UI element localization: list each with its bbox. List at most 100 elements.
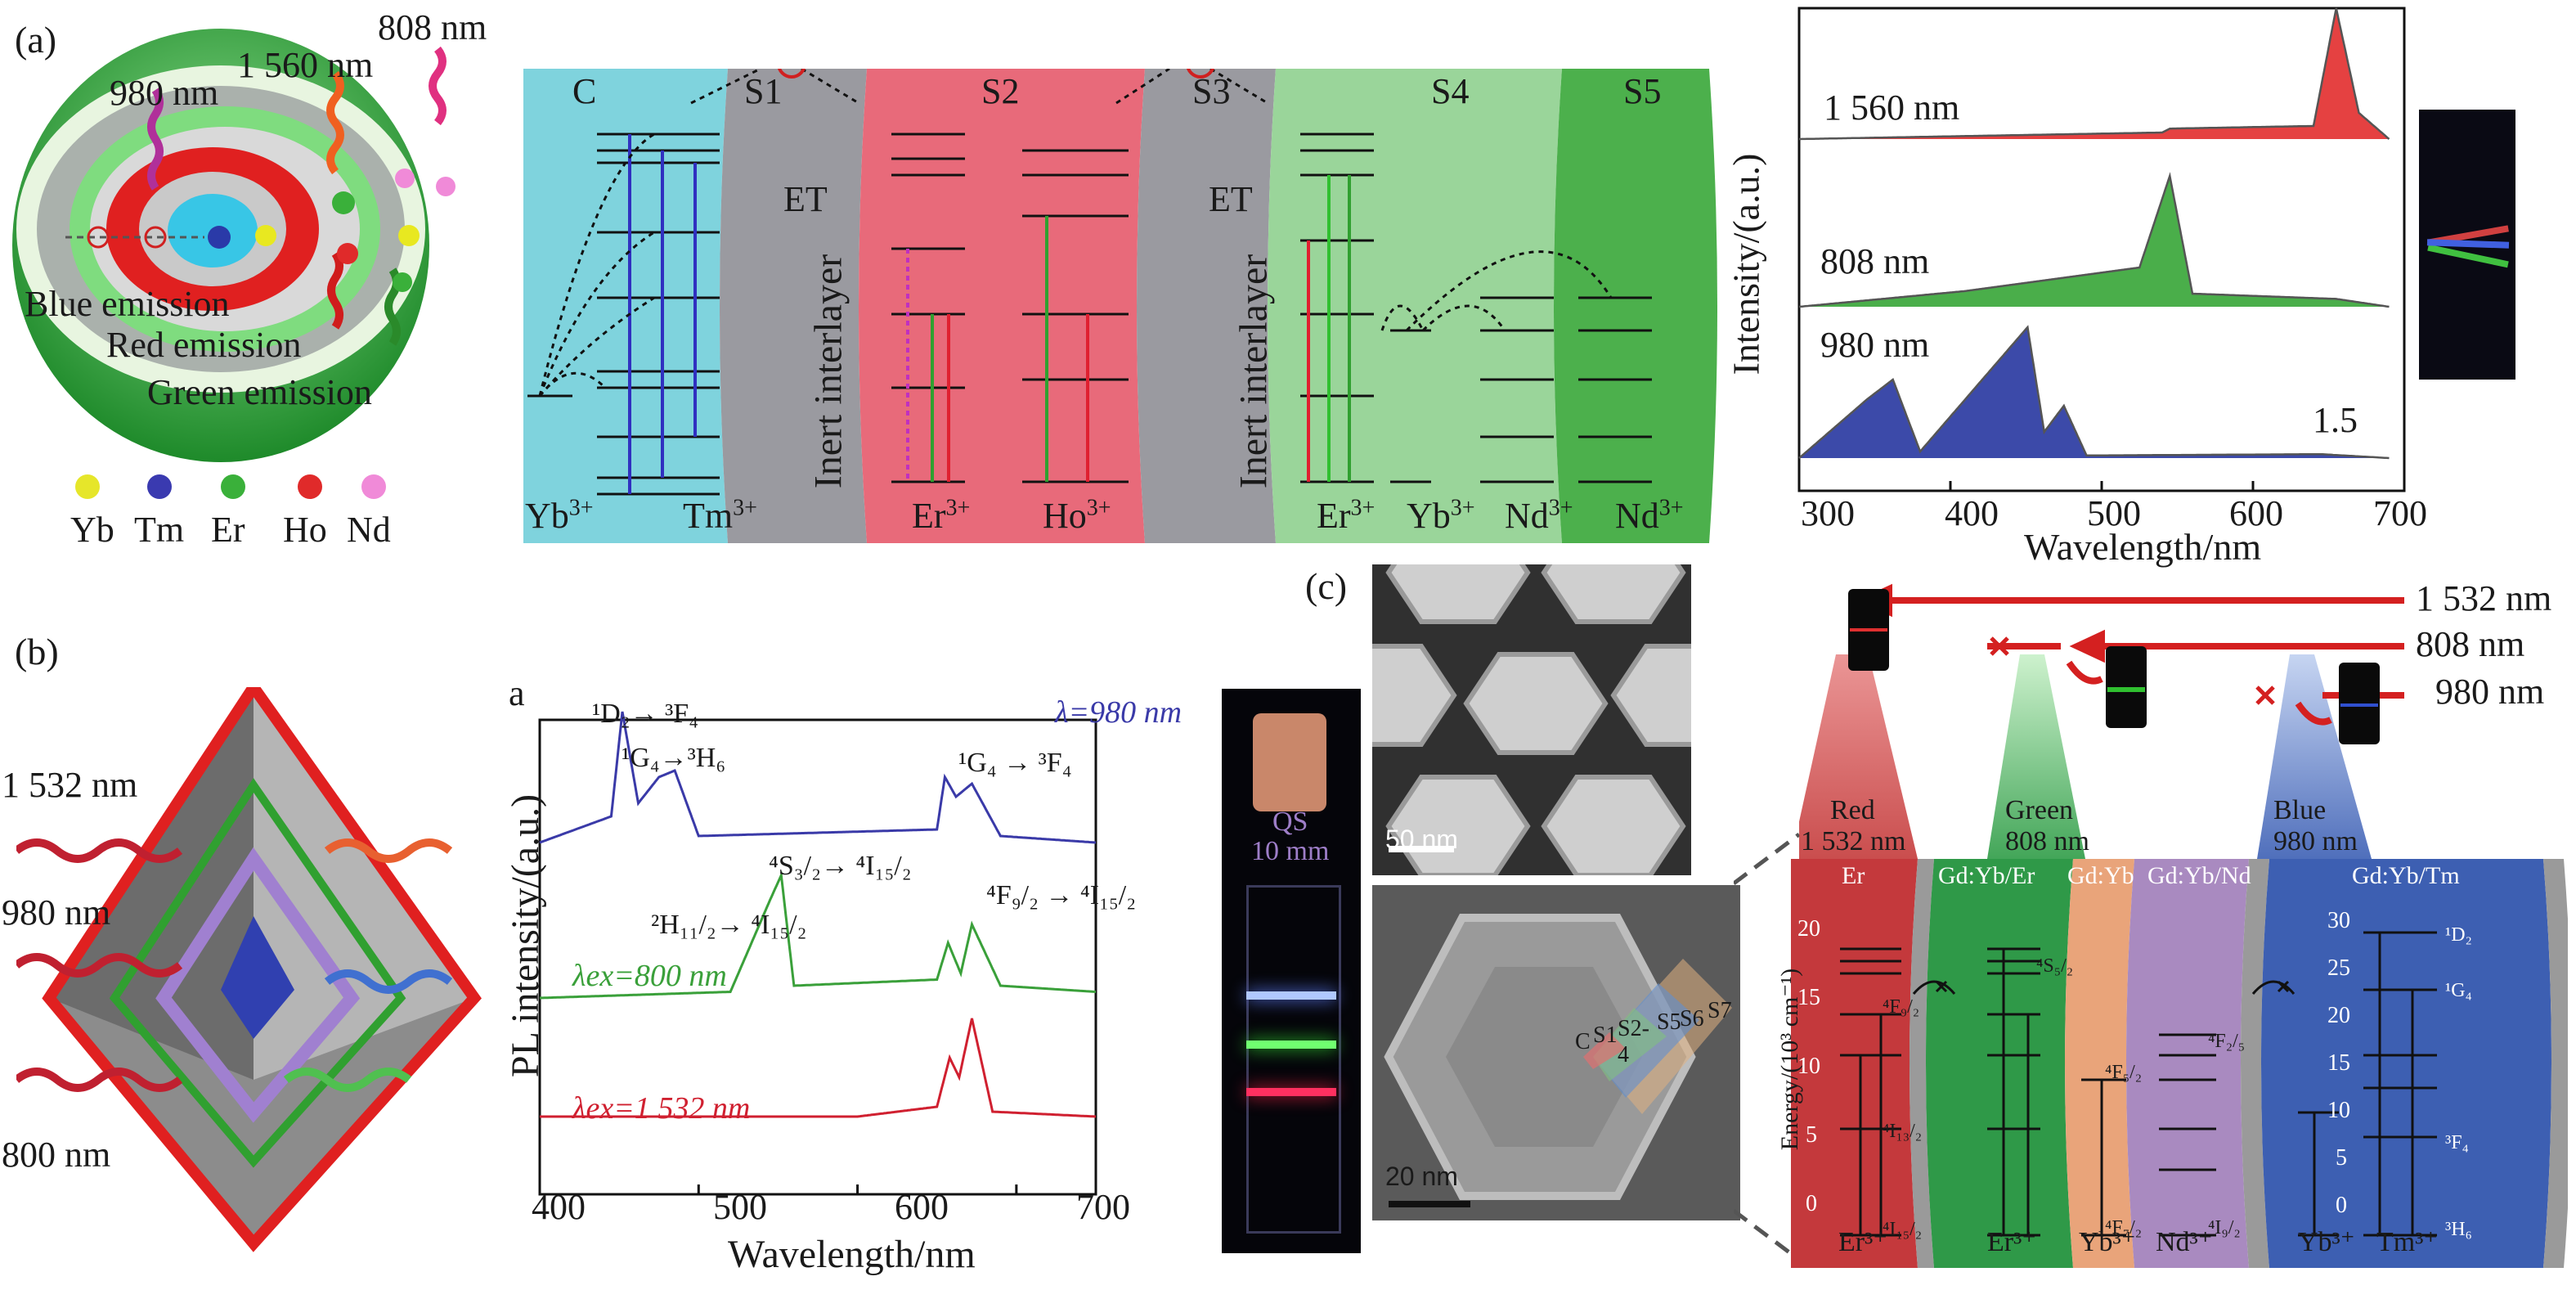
beam-980: 980 nm [2435, 672, 2545, 712]
chart-a-xtick-500: 500 [2087, 493, 2141, 533]
col-red-sub: 1 532 nm [1801, 826, 1906, 856]
ion-tm: Tm [683, 496, 734, 536]
series-area-2 [1799, 327, 2390, 458]
chart-b-ylabel: PL intensity/(a.u.) [504, 793, 548, 1078]
inert-interlayer-2: Inert interlayer [1232, 254, 1276, 489]
ytick-0: 0 [1806, 1191, 1817, 1216]
legend-ho: Ho [283, 510, 327, 550]
series-label-800: λex=800 nm [572, 959, 727, 993]
region-s3: S3 [1192, 71, 1231, 111]
tm-dot-icon [147, 474, 172, 499]
plot-frame [538, 718, 1097, 1196]
ytick-15: 15 [1797, 985, 1820, 1010]
ytick-r-0: 0 [2336, 1193, 2347, 1218]
et-label-1: ET [783, 179, 828, 219]
sphere-wavelength-980: 980 nm [110, 73, 219, 113]
ytick-5: 5 [1806, 1122, 1817, 1148]
region-s5: S5 [1623, 71, 1662, 111]
ion-labels-c: Er³⁺ Er³⁺ Yb³⁺ Nd³⁺ Yb³⁺ Tm³⁺ [1791, 1225, 2568, 1266]
chart-a-ylabel: Intensity/(a.u.) [1725, 153, 1767, 375]
ytick-r-5: 5 [2336, 1145, 2347, 1171]
beam-1532: 1 532 nm [2416, 578, 2552, 618]
red-emission-label: Red emission [106, 325, 302, 365]
energy-transfer-diagram [523, 69, 1717, 543]
col-red-title: Red [1830, 795, 1875, 825]
panel-label-a: (a) [15, 19, 57, 61]
trace-label-980: 980 nm [1820, 325, 1930, 365]
energy-yticks-right: 30 25 20 15 10 5 0 [2327, 908, 2360, 1252]
beam-808: 808 nm [2416, 624, 2525, 664]
chart-b-xticks: 400 500 600 700 [523, 1189, 1259, 1230]
cuvette-size-label: 10 mm [1251, 836, 1330, 866]
tem-bottom-image [1372, 885, 1740, 1220]
shell-s6: S6 [1680, 1006, 1704, 1032]
ytick-r-10: 10 [2327, 1098, 2350, 1123]
ion-ho: Ho [1043, 496, 1087, 536]
octa-wavelength-1532: 1 532 nm [2, 765, 138, 805]
ion-nd-1: Nd [1505, 496, 1549, 536]
column-headers: Red 1 532 nm Green 808 nm Blue 980 nm [1799, 793, 2568, 867]
ion-c-er-1: Er³⁺ [1838, 1227, 1888, 1257]
chart-a-xtick-700: 700 [2373, 493, 2427, 533]
transition-1d2-3f4: ¹D₂→ ³F₄ [592, 699, 699, 729]
inert-interlayer-1: Inert interlayer [806, 254, 850, 489]
transition-4s32-4i152: ⁴S₃/₂→ ⁴I₁₅/₂ [769, 851, 912, 881]
level-4i152: ⁴I₁₅/₂ [1883, 1219, 1923, 1240]
col-blue-sub: 980 nm [2273, 826, 2358, 856]
seg-gd-yb-tm: Gd:Yb/Tm [2352, 862, 2460, 889]
sphere-wavelength-1560: 1 560 nm [237, 45, 374, 85]
ytick-10: 10 [1797, 1054, 1820, 1079]
col-blue-title: Blue [2273, 795, 2327, 825]
col-green-sub: 808 nm [2005, 826, 2089, 856]
ion-labels-a: Yb3+ Tm3+ Er3+ Ho3+ Er3+ Yb3+ Nd3+ Nd3+ [525, 495, 1684, 536]
chart-a-xlabel: Wavelength/nm [2024, 526, 2262, 568]
ion-c-yb-2: Yb³⁺ [2298, 1227, 2355, 1257]
level-1d2: ¹D₂ [2445, 924, 2472, 946]
trace-label-1560: 1 560 nm [1824, 88, 1960, 128]
ion-yb-2: Yb [1407, 496, 1451, 536]
region-s4: S4 [1431, 71, 1470, 111]
legend-yb: Yb [70, 510, 114, 550]
octahedron-illustration [16, 687, 482, 1252]
er-dot-icon [221, 474, 245, 499]
yb-dot-icon [75, 474, 100, 499]
sample-photo-inset [2419, 110, 2515, 380]
seg-gd-yb-er: Gd:Yb/Er [1938, 862, 2035, 889]
nd-dot-icon [361, 474, 386, 499]
series-line-2 [1798, 325, 2390, 460]
beam-selection-illustration [1799, 583, 2404, 859]
series-label-980: λ=980 nm [1055, 695, 1183, 730]
legend-tm: Tm [134, 510, 185, 550]
chart-a-xtick-600: 600 [2229, 493, 2283, 533]
level-4f52: ⁴F₅/₂ [2105, 1062, 2143, 1083]
tem-top-image [1372, 564, 1691, 875]
panel-label-c: (c) [1305, 565, 1348, 607]
chart-b-xtick-600: 600 [895, 1187, 949, 1227]
ion-legend: Yb Tm Er Ho Nd [59, 474, 419, 556]
et-label-2: ET [1209, 179, 1253, 219]
ion-c-er-2: Er³⁺ [1987, 1227, 2037, 1257]
transition-1g4-3h6: ¹G₄→³H₆ [622, 743, 726, 773]
segment-labels: Er Gd:Yb/Er Gd:Yb Gd:Yb/Nd Gd:Yb/Tm [1791, 862, 2568, 895]
green-emission-label: Green emission [147, 372, 372, 412]
series-label-1532: λex=1 532 nm [572, 1091, 751, 1126]
ytick-r-15: 15 [2327, 1050, 2350, 1076]
series-line-1 [539, 870, 1097, 1000]
chart-b-xtick-400: 400 [532, 1187, 586, 1227]
zoom-connector-lines [1734, 833, 1801, 1261]
seg-gd-yb: Gd:Yb [2067, 862, 2134, 889]
level-4f25: ⁴F₂/₅ [2208, 1031, 2246, 1052]
chart-a-xtick-400: 400 [1945, 493, 1999, 533]
ho-dot-icon [298, 474, 322, 499]
level-4f72: ⁴F₇/₂ [2105, 1217, 2143, 1238]
ion-c-yb-1: Yb³⁺ [2079, 1227, 2136, 1257]
octa-wavelength-800: 800 nm [2, 1135, 111, 1175]
series-line-2 [540, 1018, 1097, 1118]
region-s2: S2 [981, 71, 1020, 111]
transition-2h112-4i152: ²H₁₁/₂→ ⁴I₁₅/₂ [651, 910, 807, 940]
chart-b-xlabel: Wavelength/nm [728, 1233, 976, 1276]
cuvette-photo: QS 10 mm [1222, 689, 1361, 1253]
chart-a-annotation: 1.5 [2313, 400, 2358, 440]
region-c: C [572, 71, 597, 111]
chart-a-xticks: 300 400 500 600 700 [1783, 496, 2437, 537]
